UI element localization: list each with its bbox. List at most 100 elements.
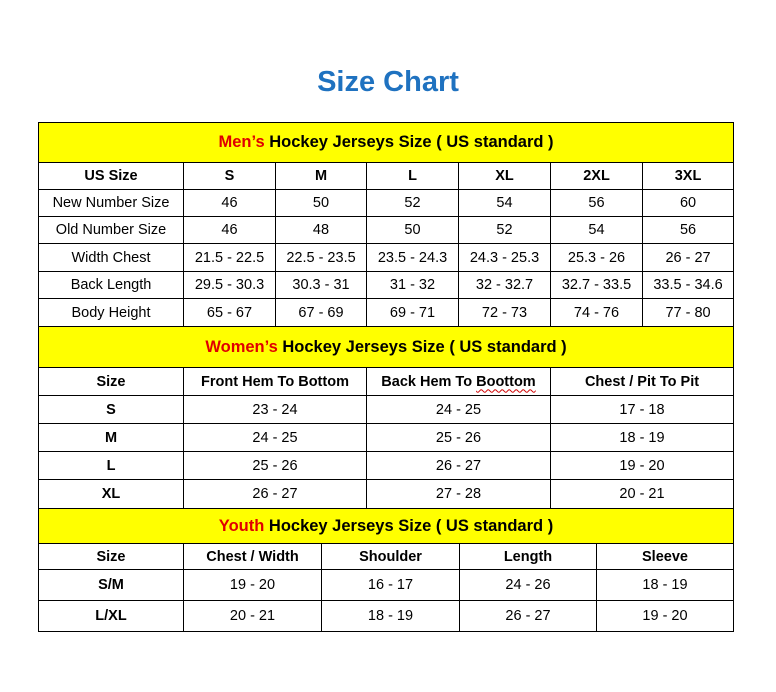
table-cell: 67 - 69 — [275, 298, 367, 327]
table-cell: 17 - 18 — [549, 395, 735, 424]
table-cell: 25 - 26 — [183, 451, 367, 480]
women-column-headers: Size Front Hem To Bottom Back Hem To Boott… — [38, 367, 735, 396]
table-cell: 52 — [366, 189, 459, 217]
section-title-text: Hockey Jerseys Size ( US standard ) — [277, 337, 567, 356]
table-cell: 16 - 17 — [321, 569, 460, 601]
row-label: L — [38, 451, 184, 480]
section-title-text: Hockey Jerseys Size ( US standard ) — [264, 133, 554, 151]
table-cell: 26 - 27 — [183, 479, 367, 509]
table-cell: 18 - 19 — [595, 569, 735, 601]
youth-section-header: Youth Hockey Jerseys Size ( US standard … — [37, 508, 735, 544]
youth-size-table: Youth Hockey Jerseys Size ( US standard … — [37, 508, 735, 632]
table-row: S 23 - 24 24 - 25 17 - 18 — [38, 395, 735, 424]
table-row: Width Chest 21.5 - 22.5 22.5 - 23.5 23.5 - … — [38, 243, 735, 272]
column-header: US Size — [38, 162, 184, 190]
table-row: L 25 - 26 26 - 27 19 - 20 — [38, 451, 735, 480]
column-header: Sleeve — [595, 543, 735, 570]
table-cell: 19 - 20 — [549, 451, 735, 480]
table-cell: 33.5 - 34.6 — [641, 271, 735, 299]
column-header-label: Back Hem To Boottom — [381, 373, 536, 390]
row-label: L/XL — [38, 600, 184, 632]
table-cell: 27 - 28 — [366, 479, 551, 509]
table-cell: 32.7 - 33.5 — [550, 271, 643, 299]
table-cell: 21.5 - 22.5 — [183, 243, 276, 272]
table-row: S/M 19 - 20 16 - 17 24 - 26 18 - 19 — [38, 569, 735, 601]
table-cell: 54 — [458, 189, 551, 217]
table-cell: 18 - 19 — [549, 423, 735, 452]
table-row: Old Number Size 46 48 50 52 54 56 — [38, 216, 735, 244]
women-section-title: Women’s Hockey Jerseys Size ( US standar… — [37, 326, 735, 368]
column-header-label: 3XL — [674, 168, 702, 184]
row-label: M — [38, 423, 184, 452]
column-header: Length — [459, 543, 597, 570]
row-label: New Number Size — [38, 189, 184, 217]
column-header-label: Front Hem To Bottom — [201, 373, 349, 390]
column-header-label: US Size — [84, 168, 138, 184]
table-row: Body Height 65 - 67 67 - 69 69 - 71 72 - 73 7… — [38, 298, 735, 327]
column-header: Size — [38, 367, 184, 396]
table-cell: 20 - 21 — [549, 479, 735, 509]
table-cell: 30.3 - 31 — [275, 271, 367, 299]
column-header-label: M — [314, 168, 328, 184]
men-section-title: Men’s Hockey Jerseys Size ( US standard … — [37, 122, 735, 163]
column-header-label: 2XL — [583, 168, 610, 184]
column-header-label: S — [224, 168, 235, 184]
table-cell: 24 - 25 — [366, 395, 551, 424]
column-header: XL — [458, 162, 551, 190]
table-cell: 26 - 27 — [366, 451, 551, 480]
section-title-accent: Women’s — [205, 337, 278, 356]
column-header-label: Shoulder — [359, 548, 422, 565]
table-cell: 46 — [183, 189, 276, 217]
row-label: Width Chest — [38, 243, 184, 272]
youth-column-headers: Size Chest / Width Shoulder Length Sleeve — [38, 543, 735, 570]
table-cell: 22.5 - 23.5 — [275, 243, 367, 272]
column-header-label: Size — [96, 373, 126, 390]
table-cell: 29.5 - 30.3 — [183, 271, 276, 299]
column-header-label: L — [408, 168, 417, 184]
column-header-label: Sleeve — [642, 548, 688, 565]
misspelled-word: Boottom — [476, 373, 536, 390]
column-header: Front Hem To Bottom — [183, 367, 367, 396]
table-cell: 77 - 80 — [641, 298, 735, 327]
table-cell: 24 - 25 — [183, 423, 367, 452]
row-label: Old Number Size — [38, 216, 184, 244]
table-cell: 46 — [183, 216, 276, 244]
table-cell: 60 — [641, 189, 735, 217]
youth-section-title: Youth Hockey Jerseys Size ( US standard … — [37, 508, 735, 544]
table-cell: 31 - 32 — [366, 271, 459, 299]
table-cell: 19 - 20 — [595, 600, 735, 632]
row-label: S/M — [38, 569, 184, 601]
table-cell: 26 - 27 — [459, 600, 597, 632]
table-cell: 25 - 26 — [366, 423, 551, 452]
table-cell: 19 - 20 — [183, 569, 322, 601]
table-cell: 23 - 24 — [183, 395, 367, 424]
table-cell: 23.5 - 24.3 — [366, 243, 459, 272]
column-header-label: Chest / Pit To Pit — [584, 373, 700, 390]
table-cell: 50 — [275, 189, 367, 217]
men-column-headers: US Size S M L XL 2XL 3XL — [38, 162, 735, 190]
table-cell: 74 - 76 — [550, 298, 643, 327]
table-cell: 24.3 - 25.3 — [458, 243, 551, 272]
table-row: L/XL 20 - 21 18 - 19 26 - 27 19 - 20 — [38, 600, 735, 632]
table-cell: 72 - 73 — [458, 298, 551, 327]
table-cell: 26 - 27 — [641, 243, 735, 272]
mens-size-table: Men’s Hockey Jerseys Size ( US standard … — [37, 122, 735, 327]
section-title-accent: Men’s — [218, 133, 265, 151]
table-cell: 54 — [550, 216, 643, 244]
table-row: New Number Size 46 50 52 54 56 60 — [38, 189, 735, 217]
row-label: S — [38, 395, 184, 424]
column-header: L — [366, 162, 459, 190]
table-cell: 24 - 26 — [459, 569, 597, 601]
table-cell: 25.3 - 26 — [550, 243, 643, 272]
section-title-accent: Youth — [218, 516, 265, 535]
column-header-label: Chest / Width — [206, 548, 299, 565]
column-header: S — [183, 162, 276, 190]
table-cell: 50 — [366, 216, 459, 244]
men-section-header: Men’s Hockey Jerseys Size ( US standard … — [37, 122, 735, 163]
column-header: Shoulder — [321, 543, 460, 570]
table-cell: 56 — [641, 216, 735, 244]
table-cell: 48 — [275, 216, 367, 244]
table-cell: 69 - 71 — [366, 298, 459, 327]
column-header-label: XL — [495, 168, 514, 184]
table-cell: 18 - 19 — [321, 600, 460, 632]
